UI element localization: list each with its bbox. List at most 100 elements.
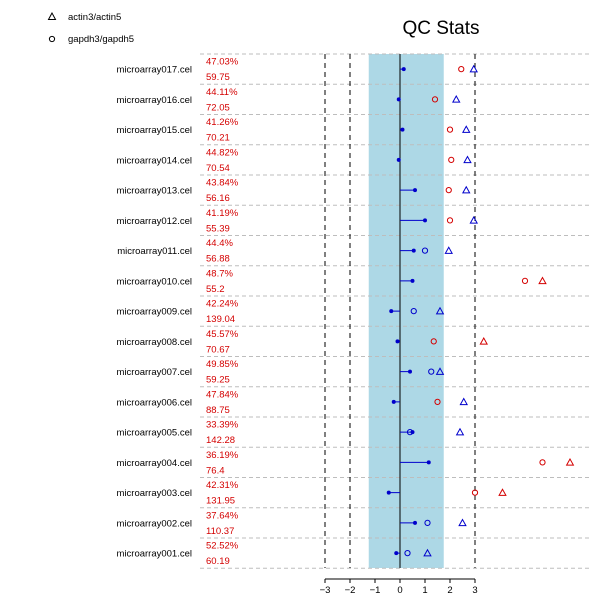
percent-present-label: 41.19% [206, 208, 239, 219]
actin-ratio-point [458, 518, 467, 527]
percent-present-label: 47.03% [206, 57, 239, 68]
gapdh-ratio-point [471, 489, 479, 496]
x-tick-label: 3 [472, 585, 477, 596]
legend-triangle-icon [47, 11, 57, 20]
gapdh-ratio-point [424, 519, 431, 526]
array-name-label: microarray012.cel [117, 216, 193, 227]
actin-ratio-point [538, 276, 547, 285]
percent-present-label: 43.84% [206, 178, 239, 189]
percent-present-label: 48.7% [206, 268, 233, 279]
array-name-label: microarray010.cel [117, 276, 193, 287]
scale-factor-dot [389, 309, 394, 314]
actin-ratio-point [435, 306, 445, 315]
percent-present-label: 44.82% [206, 147, 239, 158]
avg-background-label: 131.95 [206, 496, 235, 507]
avg-background-label: 56.16 [206, 193, 230, 204]
percent-present-label: 52.52% [206, 541, 239, 552]
array-name-label: microarray003.cel [117, 488, 193, 499]
array-name-label: microarray007.cel [117, 367, 193, 378]
percent-present-label: 36.19% [206, 450, 239, 461]
avg-background-label: 59.75 [206, 72, 230, 83]
x-tick-label: 0 [397, 585, 402, 596]
scale-factor-dot [395, 339, 400, 344]
scale-factor-dot [401, 67, 406, 72]
gapdh-ratio-point [448, 156, 455, 163]
avg-background-label: 76.4 [206, 465, 225, 476]
array-name-label: microarray009.cel [117, 307, 193, 318]
avg-background-label: 110.37 [206, 526, 234, 537]
array-name-label: microarray016.cel [117, 95, 193, 106]
gapdh-ratio-point [445, 187, 452, 194]
scale-factor-dot [426, 460, 431, 465]
gapdh-ratio-point [434, 398, 441, 405]
percent-present-label: 49.85% [206, 359, 239, 370]
actin-ratio-point [463, 155, 472, 164]
percent-present-label: 37.64% [206, 510, 239, 521]
gapdh-ratio-point [431, 96, 439, 103]
scale-factor-dot [394, 551, 399, 556]
gapdh-ratio-point [521, 277, 529, 284]
legend-circle-icon [48, 35, 56, 43]
chart-title: QC Stats [402, 18, 479, 39]
gapdh-ratio-point [428, 368, 435, 375]
avg-background-label: 60.19 [206, 556, 230, 567]
gapdh-ratio-point [446, 217, 454, 224]
scale-factor-dot [413, 188, 417, 193]
actin-ratio-point [469, 215, 478, 224]
array-name-label: microarray011.cel [117, 246, 192, 257]
array-name-label: microarray014.cel [117, 155, 193, 166]
gapdh-ratio-point [539, 459, 546, 466]
array-name-label: microarray006.cel [117, 397, 193, 408]
scale-factor-dot [396, 97, 401, 102]
actin-ratio-point [444, 246, 453, 254]
avg-background-label: 70.54 [206, 163, 230, 174]
actin-ratio-point [479, 336, 488, 345]
actin-ratio-point [423, 548, 432, 557]
actin-ratio-point [435, 367, 445, 375]
actin-ratio-point [469, 64, 478, 73]
avg-background-label: 59.25 [206, 375, 230, 386]
actin-ratio-point [462, 125, 471, 133]
scale-factor-dot [396, 157, 401, 162]
scale-factor-dot [408, 369, 412, 374]
actin-ratio-point [565, 457, 575, 466]
avg-background-label: 70.67 [206, 344, 230, 355]
gapdh-ratio-point [406, 429, 414, 436]
array-name-label: microarray017.cel [117, 65, 193, 76]
actin-ratio-point [498, 488, 507, 496]
percent-present-label: 41.26% [206, 117, 239, 128]
avg-background-label: 70.21 [206, 133, 230, 144]
x-tick-label: 2 [447, 585, 452, 596]
array-name-label: microarray015.cel [117, 125, 193, 136]
array-name-label: microarray008.cel [117, 337, 193, 348]
x-tick-label: −2 [345, 585, 356, 596]
scale-factor-band [368, 54, 444, 568]
array-name-label: microarray013.cel [117, 186, 193, 197]
x-tick-label: −1 [370, 585, 381, 596]
x-tick-label: 1 [422, 585, 427, 596]
avg-background-label: 142.28 [206, 435, 235, 446]
scale-factor-dot [410, 278, 415, 283]
legend-gapdh-label: gapdh3/gapdh5 [68, 34, 134, 45]
gapdh-ratio-point [430, 338, 437, 345]
array-name-label: microarray001.cel [117, 549, 193, 560]
avg-background-label: 55.39 [206, 223, 230, 234]
scale-factor-dot [413, 520, 417, 525]
percent-present-label: 44.11% [206, 87, 238, 98]
legend-actin-label: actin3/actin5 [68, 12, 121, 23]
array-name-label: microarray004.cel [117, 458, 193, 469]
scale-factor-dot [391, 399, 396, 404]
avg-background-label: 72.05 [206, 102, 230, 113]
gapdh-ratio-point [446, 126, 454, 133]
percent-present-label: 45.57% [206, 329, 239, 340]
scale-factor-dot [400, 127, 405, 132]
actin-ratio-point [455, 427, 465, 436]
scale-factor-dot [411, 248, 416, 253]
actin-ratio-point [462, 185, 471, 194]
percent-present-label: 47.84% [206, 389, 239, 400]
avg-background-label: 88.75 [206, 405, 230, 416]
percent-present-label: 42.31% [206, 480, 239, 491]
scale-factor-dot [386, 490, 391, 495]
